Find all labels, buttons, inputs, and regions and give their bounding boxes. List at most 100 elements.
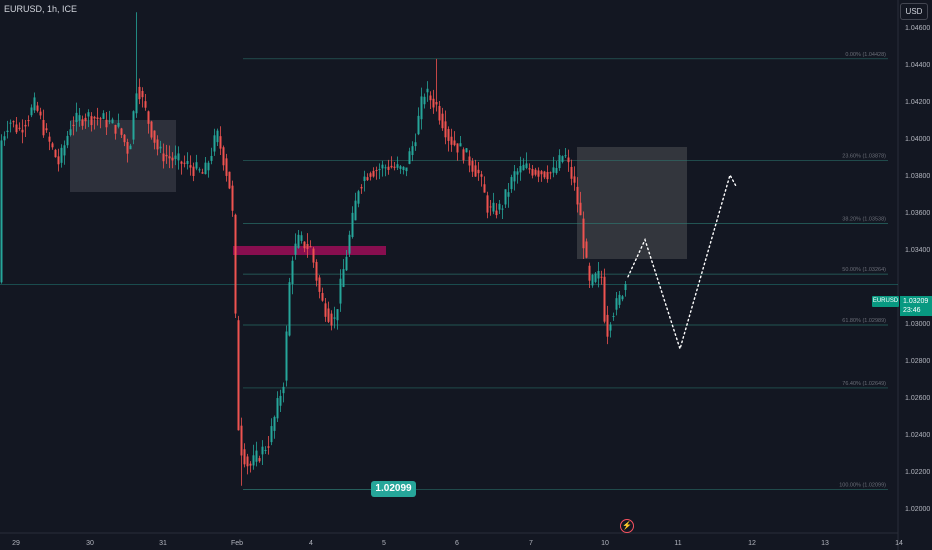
candle-body [450,136,453,145]
candle-body [273,416,276,431]
candle-body [252,455,255,466]
candle-body [618,294,621,305]
candle-body [588,265,591,281]
candle-body [570,166,573,179]
candle-body [255,450,258,462]
candle-body [408,151,411,164]
y-tick-label: 1.04200 [905,99,930,106]
candle-body [384,167,387,169]
candle-body [27,120,30,122]
fib-level-label: 38.20% (1.03538) [842,216,886,222]
candle-body [267,446,270,448]
candle-body [552,167,555,173]
fib-level-label: 23.60% (1.03878) [842,154,886,160]
candle-body [48,136,51,142]
candle-body [186,160,189,164]
candle-body [441,113,444,129]
candle-body [171,157,174,161]
candle-body [165,154,168,157]
candle-body [201,172,204,174]
candle-body [234,214,237,314]
candle-body [603,276,606,322]
candle-body [72,124,75,126]
candle-body [321,293,324,301]
candle-body [138,86,141,100]
candle-body [297,234,300,248]
candle-body [237,320,240,431]
candle-body [249,463,252,466]
candle-body [6,130,9,132]
candle-body [243,449,246,465]
fib-level-label: 76.40% (1.02649) [842,381,886,387]
x-tick-label: 11 [674,540,681,547]
candle-body [210,155,213,161]
candle-body [90,116,93,126]
candle-body [438,105,441,121]
lightning-icon[interactable]: ⚡ [620,519,634,533]
candle-body [240,425,243,456]
candle-body [447,129,450,141]
candle-body [60,147,63,163]
candle-body [78,115,81,121]
candle-body [306,243,309,249]
candle-body [108,120,111,122]
low-price-label[interactable]: 1.02099 [371,481,416,497]
candle-body [213,135,216,152]
bar-countdown: 23:46 [903,307,921,314]
candle-body [423,96,426,105]
candle-body [57,156,60,165]
x-tick-label: 31 [159,540,167,547]
candle-body [480,174,483,177]
candle-body [591,274,594,286]
candle-body [45,128,48,131]
candle-body [207,162,210,171]
candle-body [567,157,570,163]
candle-body [372,170,375,177]
candle-body [117,122,120,127]
fib-level-label: 61.80% (1.02989) [842,318,886,324]
candle-body [594,273,597,282]
candle-body [363,176,366,182]
candle-body [510,177,513,190]
candle-body [393,166,396,168]
candle-body [609,324,612,331]
candle-body [81,119,84,126]
candle-body [195,162,198,169]
candle-body [387,166,390,170]
candle-body [327,308,330,322]
candle-body [573,176,576,183]
candle-body [444,121,447,138]
candle-body [606,314,609,337]
candle-body [522,164,525,171]
candle-body [420,96,423,120]
candle-body [99,118,102,120]
candle-body [162,153,165,162]
candle-body [216,130,219,143]
candle-body [279,395,282,406]
candle-body [183,162,186,164]
currency-button[interactable]: USD [900,3,928,20]
candle-body [168,156,171,159]
candle-body [558,155,561,169]
candle-body [540,171,543,175]
candle-body [555,168,558,174]
candle-body [324,303,327,317]
candle-body [129,145,132,150]
x-tick-label: 29 [12,540,20,547]
price-axis [898,0,932,550]
candle-body [333,317,336,319]
candle-body [276,398,279,419]
candle-body [453,140,456,146]
candle-body [600,276,603,278]
candle-body [309,246,312,248]
candle-body [0,140,3,283]
candle-body [546,171,549,180]
candle-body [432,98,435,108]
y-tick-label: 1.02600 [905,395,930,402]
candle-body [174,155,177,160]
candle-body [417,115,420,135]
candle-body [369,173,372,177]
candle-body [528,168,531,170]
candle-body [489,206,492,208]
